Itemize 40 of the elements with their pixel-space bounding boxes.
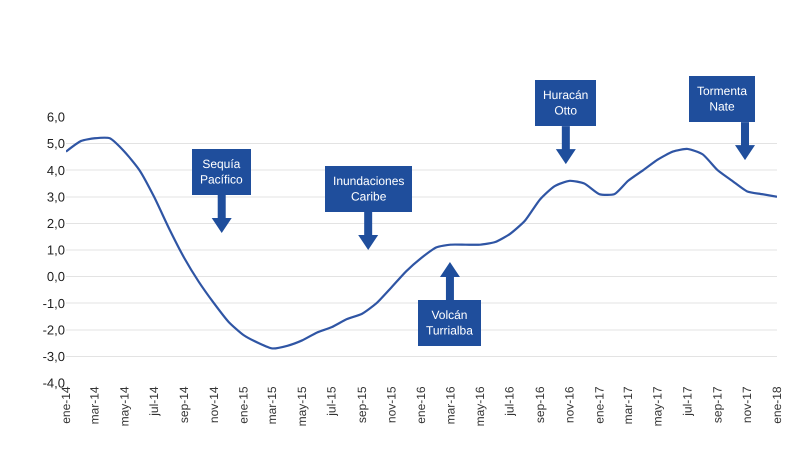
y-tick-label: 4,0 <box>46 162 65 178</box>
x-tick-label: ene-18 <box>770 386 784 424</box>
annotation: Sequía Pacífico <box>200 157 244 187</box>
x-tick-label: may-15 <box>294 386 309 426</box>
x-tick-label: jul-14 <box>146 386 161 417</box>
y-tick-label: 0,0 <box>46 269 65 284</box>
x-tick-label: ene-15 <box>236 386 251 424</box>
annotation: Huracán Otto <box>543 88 588 118</box>
annotation: Inundaciones Caribe <box>333 174 404 204</box>
y-tick-label: 3,0 <box>46 189 65 204</box>
y-tick-label: 6,0 <box>46 110 65 125</box>
x-tick-label: jul-16 <box>502 386 517 417</box>
y-tick-label: 5,0 <box>46 136 65 152</box>
x-tick-label: mar-15 <box>265 386 280 424</box>
x-tick-label: nov-15 <box>384 386 398 424</box>
x-tick-label: ene-17 <box>592 386 606 424</box>
x-tick-label: may-17 <box>650 386 665 426</box>
x-tick-label: mar-16 <box>443 386 458 424</box>
y-tick-label: -3,0 <box>42 348 65 364</box>
y-tick-label: -1,0 <box>42 296 65 311</box>
x-tick-label: nov-14 <box>206 386 221 424</box>
x-tick-label: mar-17 <box>620 386 635 424</box>
line-series <box>66 136 777 350</box>
y-tick-label: -2,0 <box>42 322 65 338</box>
x-tick-label: sep-14 <box>177 386 192 424</box>
x-tick-label: ene-16 <box>414 386 428 424</box>
x-tick-label: nov-17 <box>740 386 754 424</box>
x-tick-label: jul-17 <box>680 386 694 417</box>
x-tick-label: sep-16 <box>532 386 547 424</box>
x-tick-label: jul-15 <box>324 386 339 417</box>
annotation: Volcán Turrialba <box>426 308 474 338</box>
x-tick-label: may-14 <box>117 386 132 426</box>
x-tick-label: sep-15 <box>354 386 369 424</box>
x-tick-label: mar-14 <box>88 386 102 424</box>
text: Tormenta Nate <box>697 84 748 114</box>
y-tick-label: 1,0 <box>46 242 65 258</box>
x-tick-label: nov-16 <box>562 386 577 424</box>
x-tick-label: may-16 <box>473 386 488 426</box>
x-tick-label: sep-17 <box>710 386 725 424</box>
y-tick-label: 2,0 <box>46 216 65 231</box>
